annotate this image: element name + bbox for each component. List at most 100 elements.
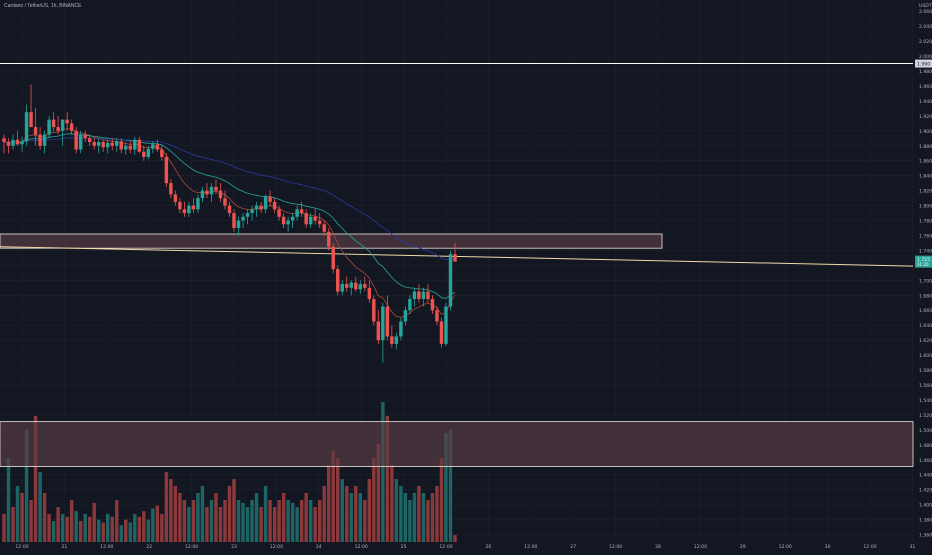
- candle-body: [155, 144, 160, 150]
- candle-body: [51, 119, 56, 128]
- volume-bar: [155, 505, 160, 542]
- y-tick-label: 1.960: [919, 84, 932, 90]
- candle-body: [78, 134, 83, 150]
- volume-bar: [227, 486, 232, 542]
- volume-bar: [65, 516, 69, 542]
- candle: [218, 183, 223, 202]
- candle: [33, 108, 38, 146]
- candle-body: [308, 216, 313, 225]
- candle-body: [363, 284, 367, 288]
- candle: [277, 205, 281, 221]
- candle-body: [115, 141, 119, 146]
- candle-body: [56, 127, 60, 131]
- candle-body: [358, 284, 363, 290]
- candle: [51, 112, 56, 131]
- candle: [92, 138, 96, 150]
- resistance-price-tag: [915, 59, 932, 68]
- y-tick-label: 1.740: [919, 248, 932, 254]
- candle-body: [331, 246, 335, 270]
- volume-bar: [448, 430, 453, 542]
- candle: [65, 112, 69, 131]
- candle: [263, 194, 268, 214]
- candle: [308, 213, 313, 229]
- candle-body: [448, 254, 453, 307]
- volume-bar: [412, 493, 417, 542]
- candle-body: [403, 310, 408, 322]
- candle-body: [426, 291, 430, 300]
- y-tick-label: 1.760: [919, 233, 932, 239]
- x-tick-label: 12:00: [100, 544, 113, 550]
- candle: [394, 332, 399, 350]
- candle: [196, 194, 200, 214]
- volume-bar: [399, 486, 403, 542]
- x-tick-label: 12:00: [355, 544, 368, 550]
- y-tick-label: 1.980: [919, 69, 932, 75]
- candle: [317, 213, 322, 229]
- candle: [363, 276, 367, 292]
- candle-body: [182, 209, 187, 214]
- candle: [119, 138, 123, 154]
- x-tick-label: 21: [61, 544, 67, 550]
- candle-body: [439, 321, 444, 344]
- candle: [367, 280, 372, 303]
- volume-bar: [101, 522, 105, 542]
- y-tick-label: 1.520: [919, 413, 932, 419]
- volume-bars: [2, 402, 457, 542]
- candle-body: [11, 139, 15, 146]
- candle: [268, 190, 272, 206]
- volume-bar: [367, 479, 372, 542]
- candle: [205, 183, 209, 199]
- x-tick-label: 28: [655, 544, 661, 550]
- x-tick-label: 12:00: [270, 544, 283, 550]
- x-tick-label: 12:00: [863, 544, 876, 550]
- candle: [2, 134, 6, 154]
- candle: [78, 130, 83, 154]
- candle-body: [232, 213, 236, 229]
- candle-body: [435, 310, 439, 322]
- volume-bar: [214, 493, 218, 542]
- candle-body: [290, 216, 295, 221]
- candle: [146, 145, 151, 160]
- y-tick-label: 1.940: [919, 99, 932, 105]
- volume-bar: [137, 516, 142, 542]
- candle: [133, 136, 137, 155]
- candle: [115, 138, 119, 152]
- candle-body: [385, 306, 390, 337]
- candle: [448, 250, 453, 311]
- candle: [281, 213, 286, 229]
- candle: [155, 139, 160, 152]
- candle: [327, 228, 331, 251]
- volume-bar: [38, 472, 42, 542]
- candle-body: [65, 119, 69, 124]
- candle: [408, 295, 412, 314]
- candle: [331, 242, 335, 273]
- volume-bar: [178, 493, 182, 542]
- candle: [304, 209, 308, 229]
- candle-body: [29, 112, 33, 128]
- candle: [430, 295, 435, 314]
- candle-body: [277, 209, 281, 217]
- candle-body: [133, 139, 137, 150]
- candle: [399, 317, 403, 341]
- volume-bar: [340, 479, 344, 542]
- volume-bar: [263, 486, 268, 542]
- candle: [101, 139, 105, 152]
- volume-bar: [349, 493, 353, 542]
- y-tick-label: 1.600: [919, 353, 932, 359]
- volume-bar: [33, 416, 38, 542]
- candle-body: [417, 291, 421, 300]
- volume-bar: [51, 521, 56, 542]
- candle-body: [218, 190, 223, 199]
- candle: [47, 115, 51, 139]
- volume-bar: [6, 458, 11, 542]
- volume-bar: [119, 525, 123, 542]
- candle-body: [381, 306, 385, 341]
- candle: [259, 201, 263, 214]
- x-tick-label: 22: [146, 544, 152, 550]
- x-tick-label: 31: [909, 544, 915, 550]
- volume-bar: [133, 514, 137, 542]
- candle: [223, 190, 227, 210]
- y-tick-label: 1.920: [919, 114, 932, 120]
